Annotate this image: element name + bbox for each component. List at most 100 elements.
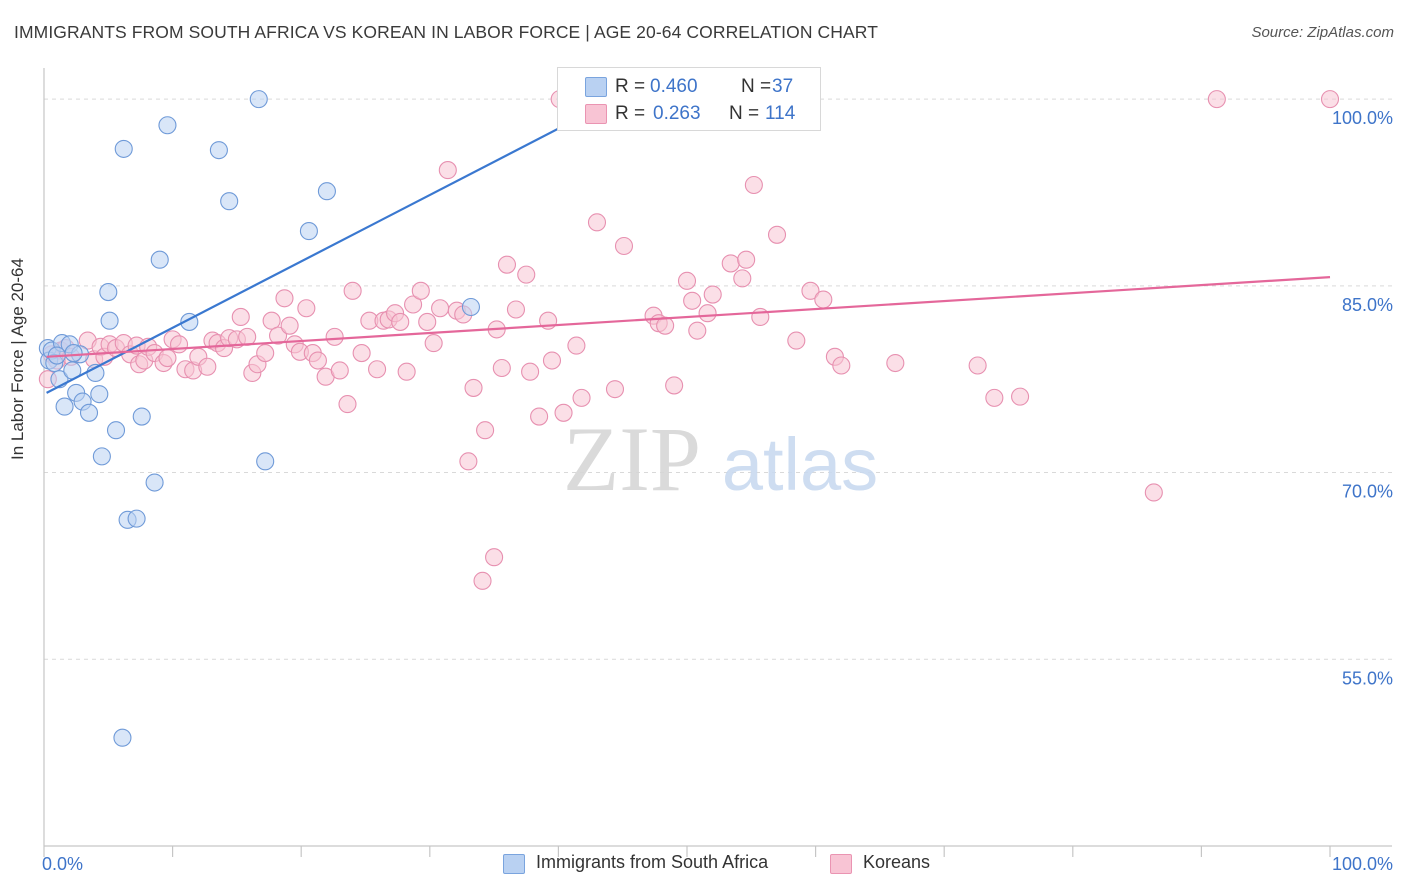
point-korean bbox=[1011, 387, 1030, 406]
gridlines bbox=[44, 98, 1392, 660]
point-korean bbox=[338, 395, 357, 414]
point-korean bbox=[492, 358, 511, 378]
point-south-africa bbox=[127, 509, 146, 528]
point-korean bbox=[506, 300, 526, 319]
point-south-africa bbox=[220, 192, 239, 211]
point-korean bbox=[476, 421, 495, 440]
point-korean bbox=[391, 312, 410, 331]
point-south-africa bbox=[92, 447, 111, 466]
legend-label-south-africa: Immigrants from South Africa bbox=[536, 852, 769, 872]
point-korean bbox=[744, 175, 763, 195]
tick-labels: 55.0% 70.0% 85.0% 100.0% 0.0% 100.0% bbox=[42, 108, 1393, 874]
watermark-atlas: atlas bbox=[722, 423, 878, 506]
y-tick-label: 55.0% bbox=[1342, 668, 1393, 688]
point-korean bbox=[464, 378, 483, 397]
point-korean bbox=[665, 376, 684, 395]
point-korean bbox=[787, 331, 806, 350]
point-south-africa bbox=[90, 385, 109, 404]
point-south-africa bbox=[113, 728, 132, 747]
point-korean bbox=[567, 336, 586, 355]
point-korean bbox=[751, 307, 770, 327]
point-korean bbox=[352, 344, 371, 363]
legend-swatch-pink bbox=[830, 854, 852, 874]
point-south-africa bbox=[256, 452, 275, 471]
legend-n-value: 114 bbox=[765, 103, 796, 124]
axes bbox=[43, 68, 1392, 857]
legend-n-label: N = bbox=[729, 103, 760, 124]
point-korean bbox=[530, 407, 549, 426]
y-tick-label: 85.0% bbox=[1342, 295, 1393, 315]
point-korean bbox=[614, 236, 634, 256]
point-south-africa bbox=[158, 116, 177, 135]
point-korean bbox=[411, 281, 430, 300]
point-south-africa bbox=[209, 141, 228, 160]
legend-swatch-pink bbox=[585, 104, 607, 124]
point-south-africa bbox=[317, 182, 336, 201]
point-korean bbox=[688, 321, 707, 340]
point-korean bbox=[886, 353, 905, 373]
point-korean bbox=[572, 388, 591, 407]
point-korean bbox=[517, 265, 536, 284]
point-korean bbox=[404, 295, 423, 314]
point-korean bbox=[431, 299, 450, 318]
point-korean bbox=[733, 269, 752, 288]
point-korean bbox=[656, 316, 675, 335]
point-korean bbox=[418, 312, 437, 331]
point-korean bbox=[698, 304, 717, 323]
point-korean bbox=[985, 388, 1004, 407]
x-tick-label: 100.0% bbox=[1332, 854, 1393, 874]
point-south-africa bbox=[299, 222, 318, 241]
point-korean bbox=[231, 307, 250, 327]
point-south-africa bbox=[99, 283, 118, 302]
trend-lines bbox=[46, 94, 1331, 394]
point-korean bbox=[814, 290, 833, 309]
point-korean bbox=[1320, 90, 1340, 109]
trend-line-koreans bbox=[46, 276, 1331, 358]
point-korean bbox=[330, 361, 349, 380]
point-korean bbox=[280, 316, 299, 335]
point-korean bbox=[485, 548, 504, 567]
point-south-africa bbox=[132, 407, 151, 426]
point-korean bbox=[325, 327, 344, 346]
point-korean bbox=[521, 362, 540, 381]
point-korean bbox=[721, 254, 740, 273]
point-korean bbox=[297, 299, 316, 318]
point-korean bbox=[256, 344, 275, 363]
y-tick-label: 100.0% bbox=[1332, 108, 1393, 128]
correlation-legend: R = 0.460 N = 37 R = 0.263 N = 114 bbox=[557, 67, 821, 131]
point-korean bbox=[587, 213, 607, 232]
point-korean bbox=[169, 335, 189, 354]
legend-label-koreans: Koreans bbox=[863, 852, 931, 872]
source-credit: Source: ZipAtlas.com bbox=[1251, 24, 1394, 41]
point-south-africa bbox=[100, 311, 119, 330]
data-points bbox=[38, 90, 1340, 747]
y-tick-label: 70.0% bbox=[1342, 482, 1393, 502]
point-korean bbox=[832, 356, 851, 375]
point-korean bbox=[554, 403, 573, 422]
legend-n-label: N = bbox=[741, 76, 772, 97]
legend-r-value: 0.263 bbox=[653, 103, 701, 124]
point-south-africa bbox=[461, 297, 481, 317]
point-south-africa bbox=[79, 403, 99, 422]
point-korean bbox=[459, 452, 478, 471]
point-korean bbox=[1207, 90, 1226, 109]
point-south-africa bbox=[64, 344, 83, 363]
x-tick-label: 0.0% bbox=[42, 854, 83, 874]
point-south-africa bbox=[114, 139, 133, 158]
point-korean bbox=[368, 360, 387, 379]
point-korean bbox=[262, 311, 281, 330]
point-korean bbox=[158, 348, 177, 368]
legend-row-koreans: R = 0.263 N = 114 bbox=[558, 101, 820, 127]
point-korean bbox=[438, 161, 457, 180]
point-korean bbox=[275, 289, 294, 308]
point-south-africa bbox=[150, 250, 169, 269]
watermark-zip: ZIP bbox=[563, 408, 701, 510]
point-south-africa bbox=[249, 90, 268, 109]
point-south-africa bbox=[55, 397, 74, 416]
point-korean bbox=[703, 285, 722, 304]
point-korean bbox=[683, 291, 702, 310]
point-korean bbox=[677, 271, 697, 290]
legend-swatch-blue bbox=[585, 77, 607, 97]
point-korean bbox=[1144, 483, 1163, 502]
